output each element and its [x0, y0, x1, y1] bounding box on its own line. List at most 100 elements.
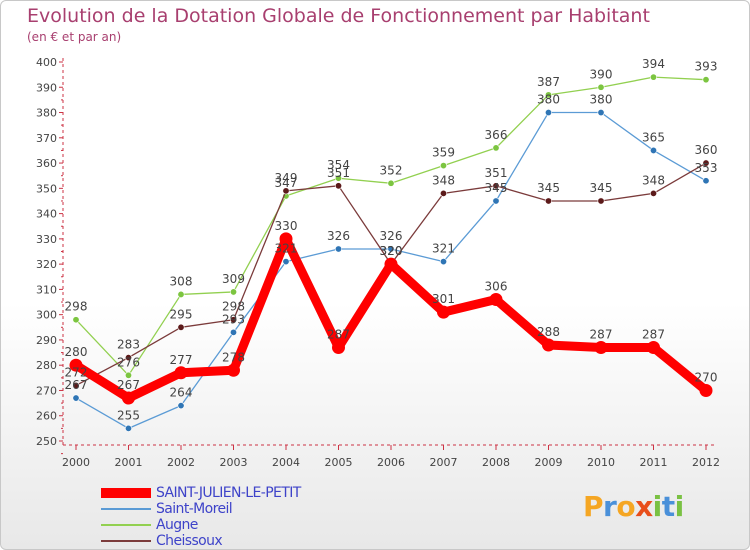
legend-item: Saint-Moreil — [101, 501, 233, 517]
data-point — [702, 159, 710, 167]
series-saint-moreil — [72, 109, 710, 432]
data-label: 366 — [485, 128, 508, 142]
legend-label: Saint-Moreil — [156, 501, 233, 517]
data-point — [647, 341, 660, 355]
data-point — [439, 189, 447, 197]
data-point — [649, 146, 657, 154]
y-tick-label: 290 — [36, 334, 57, 347]
legend-swatch — [101, 488, 151, 498]
data-point — [334, 174, 342, 182]
data-label: 348 — [642, 173, 665, 187]
data-point — [230, 316, 238, 324]
data-point — [72, 394, 80, 402]
data-point — [544, 109, 552, 117]
x-tick-label: 2007 — [430, 456, 458, 469]
data-label: 267 — [65, 378, 88, 392]
data-point — [69, 358, 83, 372]
legend-swatch — [101, 524, 151, 526]
legend-item: Cheissoux — [101, 533, 223, 549]
proxiti-logo: Proxiti — [583, 490, 684, 523]
data-point — [387, 245, 395, 253]
data-point — [125, 371, 133, 379]
data-label: 293 — [222, 312, 245, 326]
data-point — [597, 109, 605, 117]
data-label: 326 — [327, 229, 350, 243]
data-label: 390 — [590, 67, 613, 81]
data-label: 380 — [537, 93, 560, 107]
data-point — [279, 232, 293, 246]
y-tick-label: 360 — [36, 157, 57, 170]
data-point — [649, 189, 657, 197]
series-layer — [69, 73, 713, 432]
data-point — [387, 179, 395, 187]
data-point — [230, 288, 238, 296]
data-label: 359 — [432, 146, 455, 160]
data-label: 255 — [117, 408, 140, 422]
series-cheissoux — [72, 159, 710, 389]
data-label: 295 — [170, 307, 193, 321]
data-point — [492, 144, 500, 152]
x-tick-label: 2005 — [325, 456, 353, 469]
y-tick-label: 280 — [36, 359, 57, 372]
data-label: 283 — [117, 338, 140, 352]
data-label: 351 — [327, 166, 350, 180]
data-label: 320 — [380, 244, 403, 258]
logo-letter: x — [635, 490, 653, 523]
data-label: 354 — [327, 158, 350, 172]
data-label: 280 — [65, 345, 88, 359]
logo-letter: r — [603, 490, 617, 523]
x-tick-label: 2001 — [115, 456, 143, 469]
legend-swatch — [101, 540, 151, 542]
data-label: 351 — [485, 166, 508, 180]
data-point — [439, 258, 447, 266]
data-point — [594, 341, 608, 355]
logo-letter: i — [674, 490, 685, 523]
data-point — [72, 316, 80, 324]
chart-title: Evolution de la Dotation Globale de Fonc… — [27, 5, 650, 27]
data-label: 353 — [695, 161, 718, 175]
data-label: 308 — [170, 274, 193, 288]
y-tick-label: 370 — [36, 132, 57, 145]
data-point — [334, 182, 342, 190]
data-point — [702, 177, 710, 185]
y-tick-label: 380 — [36, 107, 57, 120]
data-point — [384, 257, 398, 271]
data-point — [177, 402, 185, 410]
data-label: 330 — [275, 219, 298, 233]
data-point — [542, 338, 555, 352]
data-point — [334, 245, 342, 253]
y-tick-label: 400 — [36, 56, 57, 69]
data-label: 298 — [65, 300, 88, 314]
data-point — [702, 76, 710, 84]
y-tick-label: 340 — [36, 208, 57, 221]
data-point — [649, 73, 657, 81]
data-label: 345 — [590, 181, 613, 195]
data-label: 276 — [117, 355, 140, 369]
data-point — [177, 323, 185, 331]
series-saint-julien-le-petit — [69, 232, 713, 405]
data-label: 345 — [485, 181, 508, 195]
data-label: 278 — [222, 350, 245, 364]
x-tick-label: 2009 — [535, 456, 563, 469]
data-point — [177, 290, 185, 298]
data-point — [122, 391, 135, 405]
legend-label: SAINT-JULIEN-LE-PETIT — [156, 485, 301, 501]
data-label: 309 — [222, 272, 245, 286]
data-label: 347 — [275, 176, 298, 190]
data-label: 360 — [695, 143, 718, 157]
legend-item: SAINT-JULIEN-LE-PETIT — [101, 485, 301, 501]
data-label: 393 — [695, 60, 718, 74]
x-tick-label: 2003 — [220, 456, 248, 469]
data-point — [227, 363, 240, 377]
data-point — [597, 83, 605, 91]
data-point — [125, 424, 133, 432]
data-label: 348 — [432, 173, 455, 187]
axes: 250 260 270 280 290 300 310 320 330 340 350 360 370 3… — [36, 56, 720, 469]
x-tick-label: 2000 — [62, 456, 90, 469]
data-label: 352 — [380, 163, 403, 177]
data-label: 272 — [65, 365, 88, 379]
y-tick-label: 330 — [36, 233, 57, 246]
logo-letter: t — [661, 490, 675, 523]
x-tick-label: 2002 — [167, 456, 195, 469]
